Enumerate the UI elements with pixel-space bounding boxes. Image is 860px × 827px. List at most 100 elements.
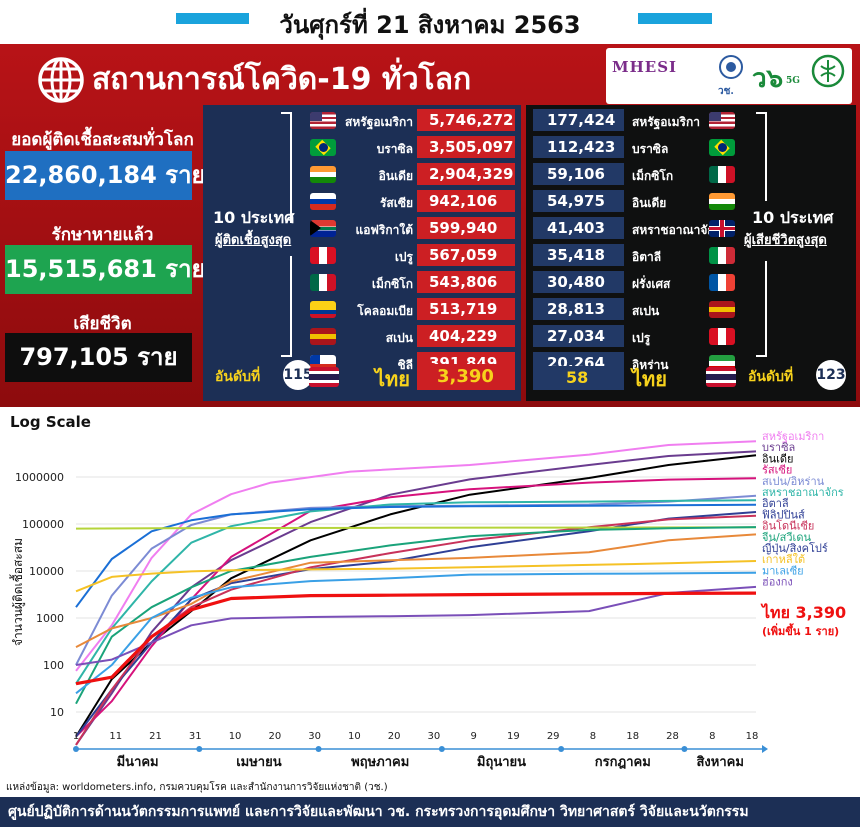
cases-rank-badge: 115 <box>283 360 313 390</box>
deaths-value-cell: 177,424 <box>533 109 624 131</box>
x-tick-label: 9 <box>470 731 476 742</box>
deaths-country-name: อินเดีย <box>632 196 667 210</box>
peru-flag-icon <box>310 247 336 264</box>
header-accent-left <box>176 13 249 24</box>
x-tick-label: 18 <box>746 731 759 742</box>
series-label: จีน/สวีเดน <box>761 531 811 544</box>
cases-country-name: โคลอมเบีย <box>357 304 413 318</box>
cases-thai-cell: 3,390 <box>417 364 515 390</box>
deaths-panel-title: 10 ประเทศ <box>752 208 834 227</box>
series-line <box>75 526 757 530</box>
cases-value: 3,505,097 <box>429 138 514 156</box>
deaths-thai-cell: 58 <box>533 366 624 390</box>
thai-note: (เพิ่มขึ้น 1 ราย) <box>762 623 839 638</box>
cases-value-cell: 513,719 <box>417 298 515 320</box>
top-deaths-panel: 10 ประเทศ ผู้เสียชีวิตสูงสุด 177,424 สหรั… <box>526 105 856 401</box>
deaths-value-cell: 59,106 <box>533 163 624 185</box>
cases-value-cell: 3,505,097 <box>417 136 515 158</box>
deaths-value: 797,105 ราย <box>5 333 192 382</box>
cases-value: 599,940 <box>429 219 498 237</box>
deaths-value: 30,480 <box>547 273 605 291</box>
series-label: บราซิล <box>762 441 795 454</box>
month-label: กรกฎาคม <box>595 755 651 770</box>
cases-panel-subtitle: ผู้ติดเชื้อสูงสุด <box>215 233 292 248</box>
deaths-value-cell: 35,418 <box>533 244 624 266</box>
deaths-rank-label: อันดับที่ <box>748 369 794 385</box>
deaths-value-cell: 28,813 <box>533 298 624 320</box>
x-tick-label: 19 <box>507 731 520 742</box>
russia-flag-icon <box>310 193 336 210</box>
series-line <box>75 560 757 593</box>
y-tick-label: 1000 <box>36 612 64 625</box>
series-label: อิตาลี <box>762 497 789 510</box>
cases-rank-label: อันดับที่ <box>215 369 261 385</box>
cases-value: 513,719 <box>429 300 498 318</box>
deaths-rank-badge: 123 <box>816 360 846 390</box>
deaths-country-name: อิหร่าน <box>632 358 669 372</box>
spain-flag-icon <box>310 328 336 345</box>
cases-thai-label: ไทย <box>375 367 410 391</box>
x-tick-label: 31 <box>189 731 202 742</box>
series-line <box>75 477 757 738</box>
series-label: มาเลเซีย <box>762 564 804 577</box>
deaths-value: 27,034 <box>547 327 605 345</box>
deaths-value-cell: 30,480 <box>533 271 624 293</box>
thailand-flag-icon <box>706 367 736 387</box>
deaths-country-name: สเปน <box>632 304 660 318</box>
x-tick-label: 30 <box>308 731 321 742</box>
cases-country-name: แอฟริกาใต้ <box>355 223 413 237</box>
x-tick-label: 30 <box>428 731 441 742</box>
cases-value: 404,229 <box>429 327 498 345</box>
series-line <box>75 514 757 746</box>
main-title: สถานการณ์โควิด-19 ทั่วโลก <box>92 62 472 97</box>
deaths-bracket <box>756 112 767 357</box>
month-dot <box>438 746 445 752</box>
france-flag-icon <box>709 274 735 291</box>
thai-annotation: ไทย 3,390 <box>760 603 846 622</box>
header-bar: วันศุกร์ที่ 21 สิงหาคม 2563 <box>0 0 860 44</box>
cases-value-cell: 543,806 <box>417 271 515 293</box>
deaths-value: 59,106 <box>547 165 605 183</box>
y-tick-label: 100 <box>43 659 64 672</box>
globe-icon <box>38 57 84 103</box>
deaths-value: 28,813 <box>547 300 605 318</box>
month-dot <box>315 746 322 752</box>
month-dot <box>558 746 565 752</box>
mhesi-logo: MHESI <box>612 58 678 76</box>
month-dot <box>681 746 688 752</box>
month-label: มีนาคม <box>117 754 159 770</box>
deaths-value: 35,418 <box>547 246 605 264</box>
log-scale-chart: Log Scale จำนวนผู้ติดเชื้อสะสม 10 100 1000 10… <box>9 413 846 770</box>
deaths-label: เสียชีวิต <box>73 314 132 334</box>
y-tick-label: 10000 <box>29 565 64 578</box>
nrct-seal-icon <box>719 55 743 79</box>
logo-box: MHESI วช. ว๖ 5G <box>606 48 852 104</box>
y-tick-label: 100000 <box>22 518 64 531</box>
series-line <box>75 503 757 608</box>
deaths-country-name: สหรัฐอเมริกา <box>632 115 700 129</box>
cases-value-cell: 5,746,272 <box>417 109 515 131</box>
series-line <box>75 450 757 746</box>
series-label: ญี่ปุ่น/สิงคโปร์ <box>762 540 828 555</box>
top-cases-panel: 10 ประเทศ ผู้ติดเชื้อสูงสุด สหรัฐอเมริกา… <box>203 105 521 401</box>
cases-value-cell: 599,940 <box>417 217 515 239</box>
deaths-thai-label: ไทย <box>632 367 667 391</box>
cases-country-name: บราซิล <box>376 142 413 156</box>
x-tick-label: 1 <box>73 731 79 742</box>
series-line <box>75 499 757 685</box>
south-africa-flag-icon <box>310 220 336 237</box>
deaths-value-cell: 41,403 <box>533 217 624 239</box>
series-line <box>75 511 757 738</box>
brazil-flag-icon <box>709 139 735 156</box>
total-cases-value: 22,860,184 ราย <box>5 151 206 200</box>
us-flag-icon <box>310 112 336 129</box>
series-label: สหราชอาณาจักร <box>762 486 844 499</box>
month-label: สิงหาคม <box>696 755 743 770</box>
deaths-country-name: อิตาลี <box>632 250 662 264</box>
uk-flag-icon <box>709 220 735 237</box>
cases-value-cell: 942,106 <box>417 190 515 212</box>
deaths-country-name: บราซิล <box>632 142 669 156</box>
dept-disease-control-icon <box>811 54 845 88</box>
italy-flag-icon <box>709 247 735 264</box>
cases-thai-value: 3,390 <box>437 366 494 387</box>
